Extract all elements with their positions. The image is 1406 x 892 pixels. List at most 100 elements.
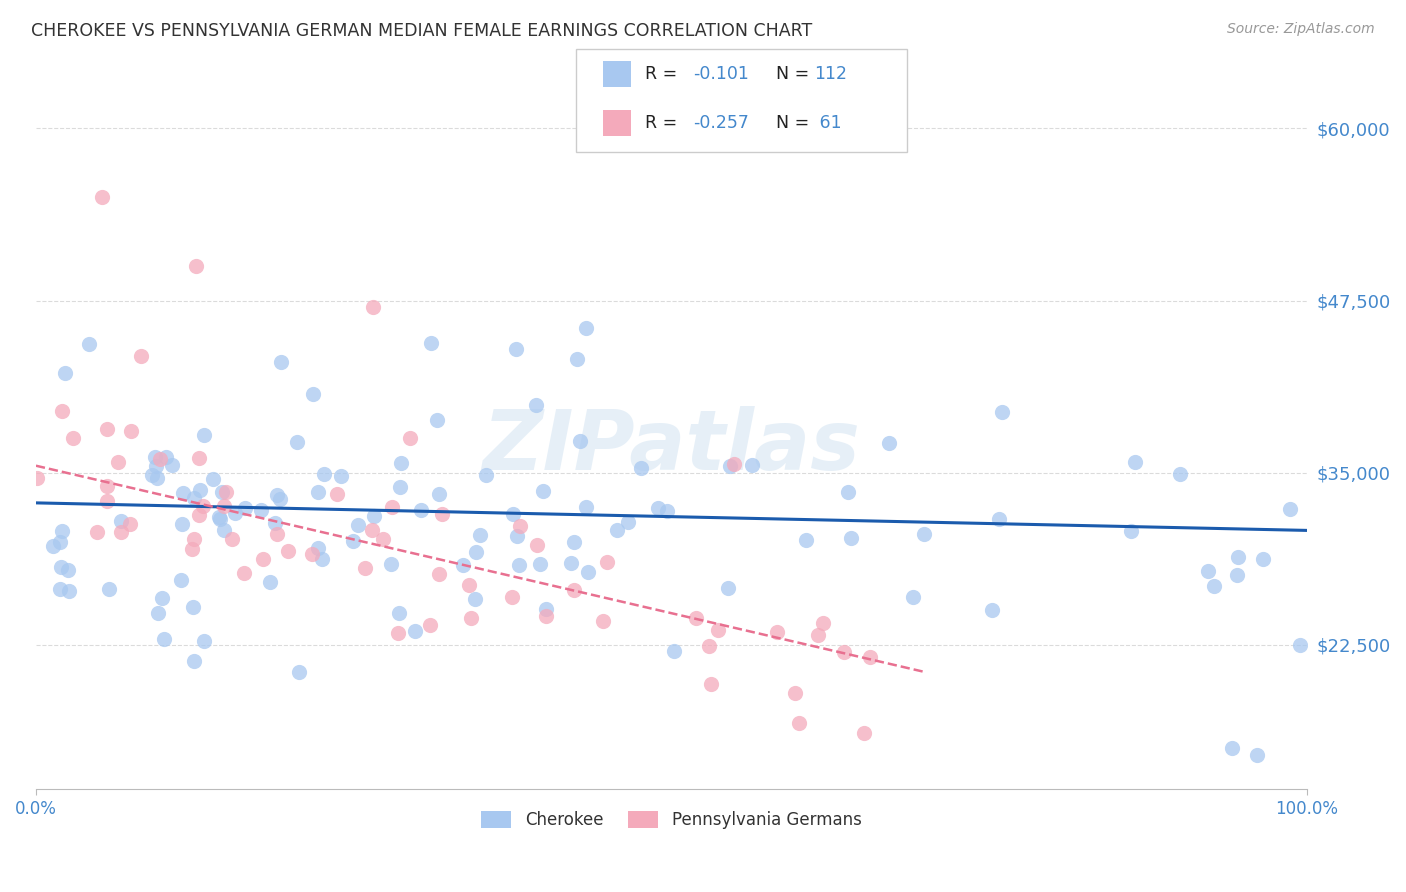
Pennsylvania Germans — [277, 544, 299, 558]
Cherokee — [502, 507, 524, 521]
Pennsylvania Germans — [110, 524, 132, 539]
Cherokee — [380, 557, 402, 571]
Pennsylvania Germans — [526, 538, 548, 552]
Cherokee — [49, 535, 72, 549]
Text: Source: ZipAtlas.com: Source: ZipAtlas.com — [1227, 22, 1375, 37]
Cherokee — [110, 514, 132, 528]
Cherokee — [562, 535, 585, 549]
Cherokee — [42, 540, 65, 554]
Pennsylvania Germans — [233, 566, 256, 580]
Cherokee — [285, 434, 308, 449]
Cherokee — [464, 591, 486, 606]
Cherokee — [988, 512, 1011, 526]
Pennsylvania Germans — [832, 645, 855, 659]
Pennsylvania Germans — [221, 532, 243, 546]
Cherokee — [264, 516, 287, 530]
Cherokee — [1197, 564, 1219, 578]
Pennsylvania Germans — [183, 532, 205, 546]
Pennsylvania Germans — [592, 615, 614, 629]
Text: N =: N = — [765, 114, 814, 132]
Pennsylvania Germans — [107, 455, 129, 469]
Pennsylvania Germans — [697, 640, 720, 654]
Cherokee — [578, 565, 600, 579]
Pennsylvania Germans — [381, 500, 404, 514]
Cherokee — [270, 355, 292, 369]
Pennsylvania Germans — [96, 422, 118, 436]
Pennsylvania Germans — [460, 611, 482, 625]
Text: 61: 61 — [814, 114, 842, 132]
Cherokee — [363, 509, 385, 524]
Cherokee — [53, 366, 76, 380]
Pennsylvania Germans — [363, 301, 385, 315]
Cherokee — [534, 602, 557, 616]
Cherokee — [657, 504, 679, 518]
Pennsylvania Germans — [96, 478, 118, 492]
Cherokee — [1121, 524, 1143, 538]
Pennsylvania Germans — [457, 577, 479, 591]
Cherokee — [617, 515, 640, 529]
Pennsylvania Germans — [354, 561, 377, 575]
Cherokee — [1251, 552, 1274, 566]
Cherokee — [314, 467, 336, 482]
Cherokee — [150, 591, 173, 606]
Cherokee — [420, 336, 443, 351]
Cherokee — [426, 413, 449, 427]
Text: N =: N = — [765, 65, 814, 83]
Cherokee — [307, 485, 329, 500]
Pennsylvania Germans — [723, 457, 745, 471]
Pennsylvania Germans — [766, 624, 789, 639]
Cherokee — [58, 583, 80, 598]
Cherokee — [981, 602, 1004, 616]
Cherokee — [465, 545, 488, 559]
Cherokee — [1125, 455, 1147, 469]
Cherokee — [193, 428, 215, 442]
Pennsylvania Germans — [191, 499, 214, 513]
Legend: Cherokee, Pennsylvania Germans: Cherokee, Pennsylvania Germans — [475, 804, 868, 836]
Pennsylvania Germans — [706, 623, 728, 637]
Pennsylvania Germans — [187, 508, 209, 522]
Cherokee — [224, 506, 246, 520]
Cherokee — [48, 582, 70, 596]
Cherokee — [143, 450, 166, 464]
Pennsylvania Germans — [853, 725, 876, 739]
Pennsylvania Germans — [187, 451, 209, 466]
Pennsylvania Germans — [149, 451, 172, 466]
Text: -0.257: -0.257 — [693, 114, 749, 132]
Text: R =: R = — [645, 114, 683, 132]
Text: R =: R = — [645, 65, 683, 83]
Cherokee — [839, 531, 862, 545]
Cherokee — [389, 456, 412, 470]
Cherokee — [311, 552, 333, 566]
Cherokee — [388, 606, 411, 620]
Cherokee — [193, 633, 215, 648]
Cherokee — [145, 459, 167, 474]
Cherokee — [388, 480, 411, 494]
Pennsylvania Germans — [596, 556, 619, 570]
Cherokee — [718, 459, 741, 474]
Cherokee — [208, 512, 231, 526]
Cherokee — [568, 434, 591, 449]
Pennsylvania Germans — [685, 611, 707, 625]
Cherokee — [208, 510, 231, 524]
Cherokee — [183, 491, 205, 506]
Cherokee — [259, 574, 281, 589]
Pennsylvania Germans — [859, 650, 882, 665]
Pennsylvania Germans — [501, 591, 523, 605]
Cherokee — [508, 558, 530, 573]
Pennsylvania Germans — [432, 507, 454, 521]
Pennsylvania Germans — [86, 524, 108, 539]
Cherokee — [529, 558, 551, 572]
Cherokee — [837, 484, 859, 499]
Cherokee — [51, 524, 73, 538]
Cherokee — [912, 527, 935, 541]
Cherokee — [524, 398, 547, 412]
Pennsylvania Germans — [215, 485, 238, 500]
Cherokee — [647, 500, 669, 515]
Cherokee — [560, 556, 582, 570]
Cherokee — [56, 563, 79, 577]
Pennsylvania Germans — [807, 628, 830, 642]
Pennsylvania Germans — [96, 494, 118, 508]
Pennsylvania Germans — [91, 190, 114, 204]
Cherokee — [269, 491, 291, 506]
Pennsylvania Germans — [399, 430, 422, 444]
